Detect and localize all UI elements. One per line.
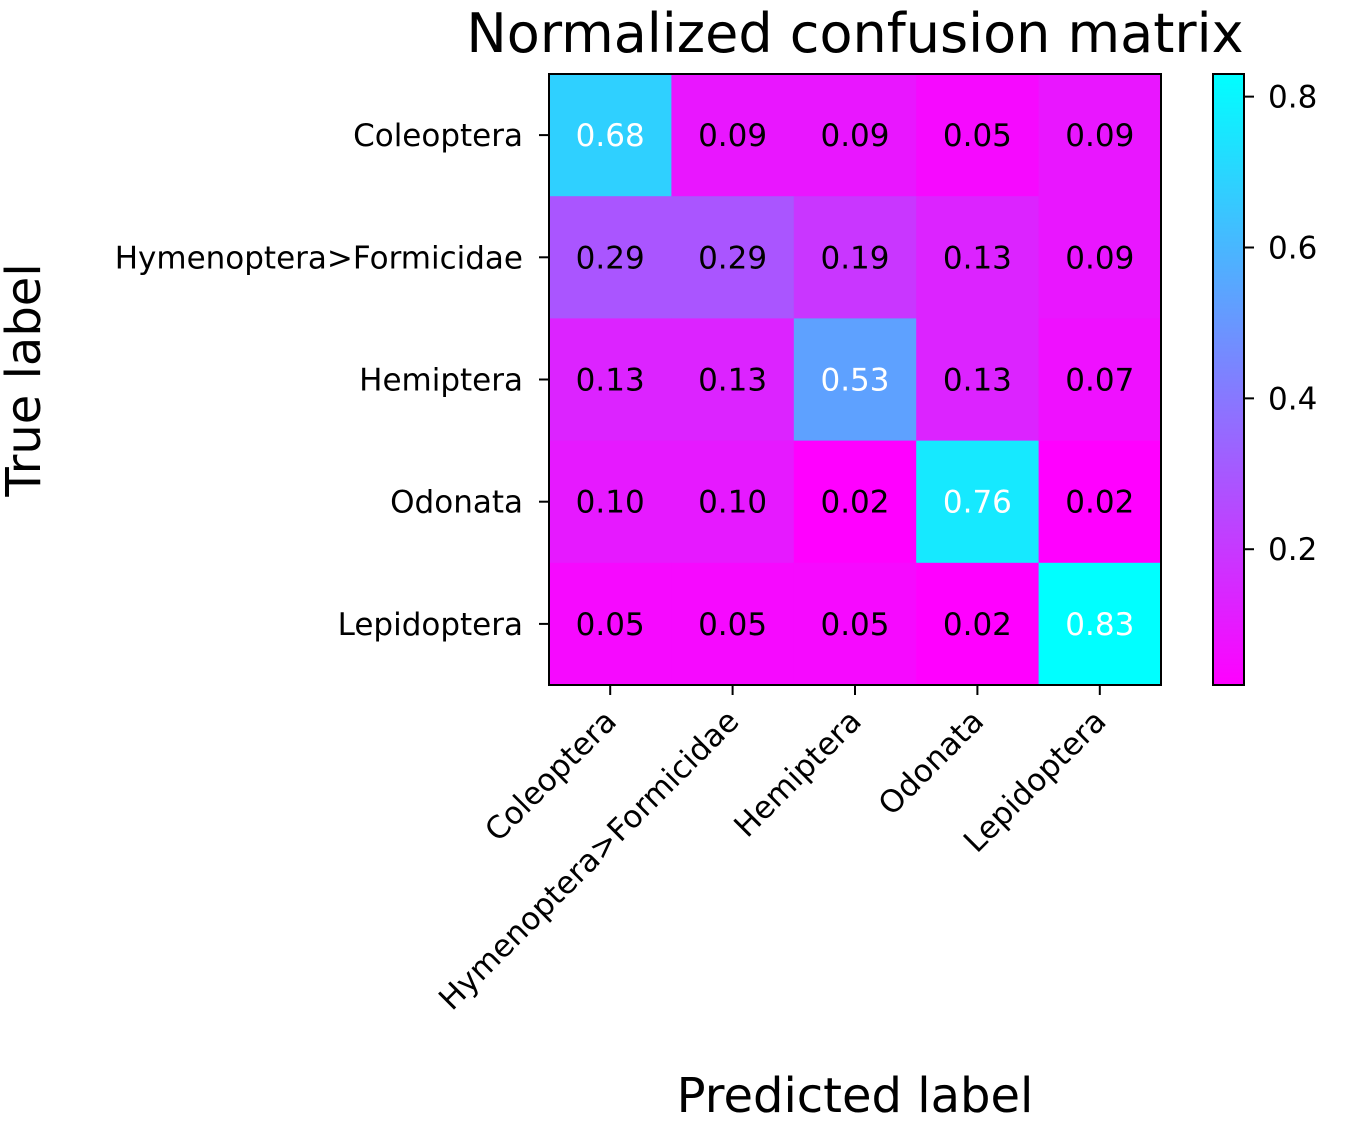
heatmap-cell [1038,196,1162,319]
heatmap-cell [1038,440,1162,564]
chart-title: Normalized confusion matrix [466,2,1243,65]
cell-value-label: 0.29 [698,240,767,276]
cell-value-label: 0.05 [820,607,889,643]
heatmap-cell [793,440,917,564]
heatmap-cell [549,562,672,686]
heatmap-cell [916,196,1040,319]
heatmap-cell [671,74,795,197]
heatmap-cell [793,196,917,319]
heatmap-cell [1038,562,1162,686]
cell-value-label: 0.13 [943,363,1012,399]
cell-value-label: 0.53 [820,363,889,399]
colorbar-ticks: 0.2 0.4 0.6 0.8 [1244,80,1317,568]
heatmap-cell [549,318,672,442]
cell-value-label: 0.09 [820,118,889,154]
cell-value-label: 0.68 [576,118,645,154]
heatmap-cell [671,562,795,686]
colorbar-tick-label: 0.4 [1268,381,1317,417]
heatmap-cell [671,440,795,564]
heatmap-cell [916,318,1040,442]
cell-value-label: 0.05 [943,118,1012,154]
colorbar-tick-label: 0.8 [1268,80,1317,116]
y-tick-label: Lepidoptera [338,607,523,643]
cell-value-label: 0.02 [1065,485,1134,521]
y-axis-label: True label [0,263,52,497]
heatmap-cell [1038,74,1162,197]
colorbar-tick-label: 0.6 [1268,230,1317,266]
cell-value-label: 0.05 [698,607,767,643]
cell-value-label: 0.83 [1065,607,1134,643]
y-tick-label: Coleoptera [353,118,523,154]
cell-value-label: 0.29 [576,240,645,276]
cell-value-label: 0.10 [698,485,767,521]
cell-value-label: 0.10 [576,485,645,521]
heatmap-cell [793,318,917,442]
heatmap-cell [793,74,917,197]
cell-value-label: 0.02 [820,485,889,521]
x-tick-label: Hemiptera [727,703,868,844]
cell-value-label: 0.76 [943,485,1012,521]
y-tick-label: Hymenoptera>Formicidae [115,240,523,276]
cell-value-label: 0.13 [698,363,767,399]
colorbar [1212,73,1245,686]
heatmap-cell [549,196,672,319]
cell-value-label: 0.02 [943,607,1012,643]
heatmap-cell [916,74,1040,197]
x-axis-ticks: ColeopteraHymenoptera>FormicidaeHemipter… [432,685,1113,1017]
y-tick-label: Odonata [390,485,523,521]
cell-value-label: 0.09 [698,118,767,154]
colorbar-tick-label: 0.2 [1268,532,1317,568]
y-tick-label: Hemiptera [359,363,523,399]
heatmap-cell [1038,318,1162,442]
heatmap-cell [916,562,1040,686]
cell-value-label: 0.07 [1065,363,1134,399]
cell-value-label: 0.09 [1065,118,1134,154]
cell-value-label: 0.19 [820,240,889,276]
heatmap-cell [793,562,917,686]
y-axis-ticks: Coleoptera Hymenoptera>Formicidae Hemipter… [115,118,549,643]
heatmap-cell [549,74,672,197]
heatmap-cell [916,440,1040,564]
cell-value-label: 0.13 [576,363,645,399]
heatmap-cell [671,196,795,319]
heatmap-cell [549,440,672,564]
cell-value-label: 0.13 [943,240,1012,276]
cell-value-label: 0.09 [1065,240,1134,276]
x-axis-label: Predicted label [677,1068,1034,1124]
cell-value-label: 0.05 [576,607,645,643]
heatmap-cells: 0.68 0.09 0.09 0.05 0.09 0.29 0.29 0.19 0.13 0.09… [549,74,1162,686]
heatmap-cell [671,318,795,442]
x-tick-label: Odonata [872,703,991,822]
